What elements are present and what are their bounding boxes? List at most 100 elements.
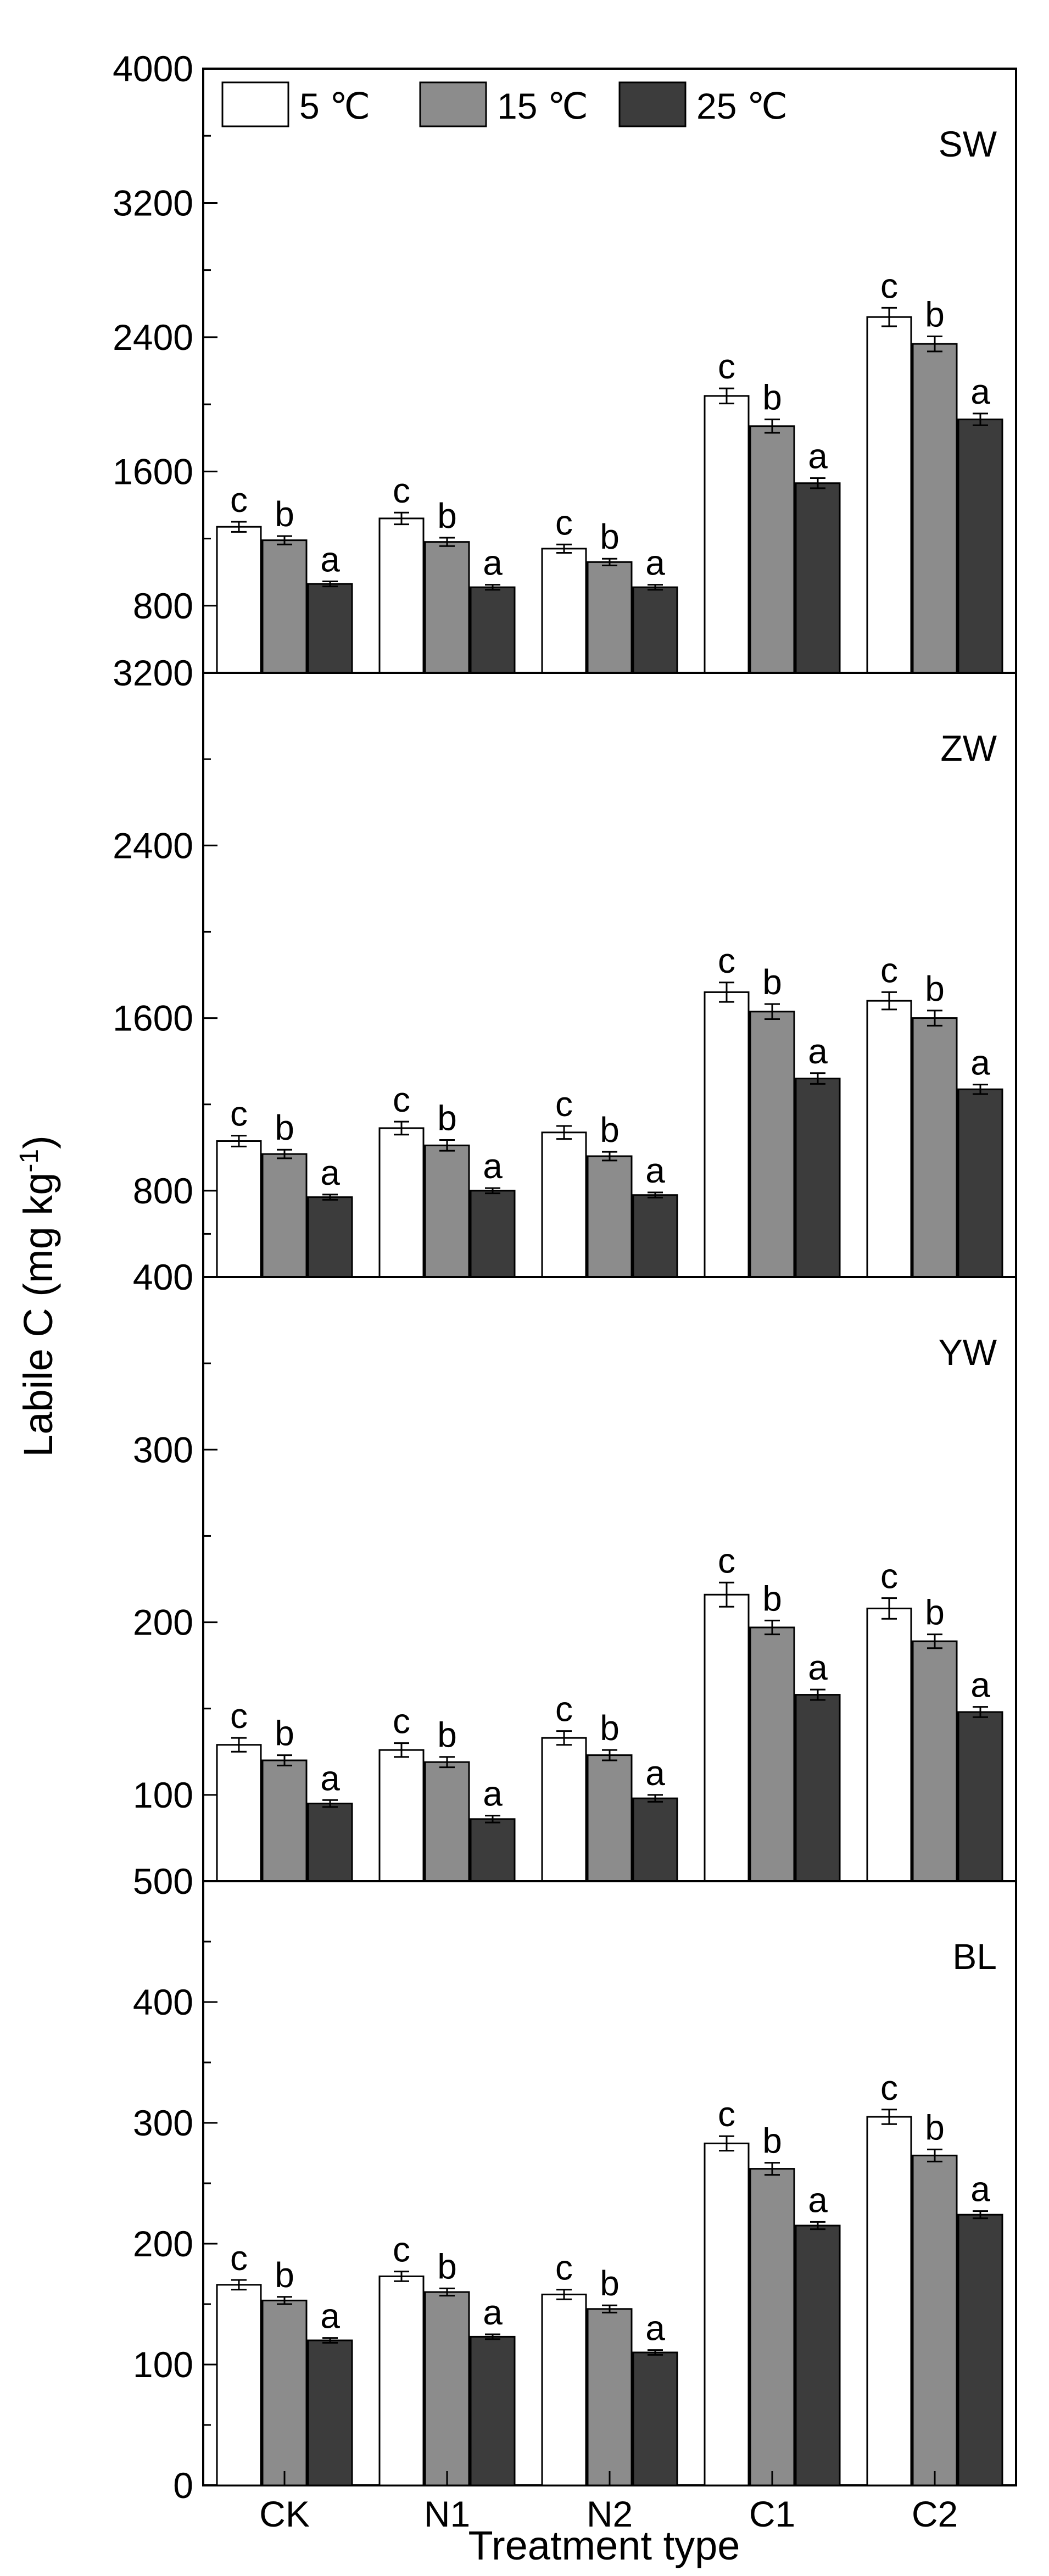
significance-label: b xyxy=(600,1708,620,1748)
y-axis-title: Labile C (mg kg-1) xyxy=(15,1135,62,1457)
bar-sw-n1-s3 xyxy=(470,586,516,674)
bar-sw-ck-s1 xyxy=(216,526,262,674)
x-tick-label: N2 xyxy=(587,2494,633,2534)
significance-label: b xyxy=(600,2263,620,2303)
significance-label: b xyxy=(925,2107,945,2147)
bar-sw-c1-s3 xyxy=(795,482,841,674)
bar-bl-n2-s1 xyxy=(541,2293,587,2486)
bar-sw-c1-s2 xyxy=(749,425,795,674)
bar-yw-n1-s2 xyxy=(424,1761,470,1882)
bar-bl-n1-s2 xyxy=(424,2291,470,2486)
x-tick-label: C1 xyxy=(749,2494,795,2534)
bar-zw-n2-s1 xyxy=(541,1131,587,1278)
bar-sw-ck-s3 xyxy=(307,583,353,674)
bar-yw-n1-s3 xyxy=(470,1818,516,1882)
significance-label: b xyxy=(275,1108,294,1147)
y-tick-label: 400 xyxy=(133,1257,193,1297)
bar-sw-n1-s1 xyxy=(378,517,425,674)
bar-zw-c2-s3 xyxy=(957,1088,1003,1278)
significance-label: a xyxy=(645,1753,665,1793)
significance-label: b xyxy=(275,494,294,534)
panel-label-zw: ZW xyxy=(940,728,997,768)
bar-bl-ck-s3 xyxy=(307,2339,353,2486)
significance-label: b xyxy=(275,1714,294,1753)
x-tick-label: N1 xyxy=(424,2494,470,2534)
y-tick-label: 400 xyxy=(133,1257,193,1297)
y-tick-label: 3200 xyxy=(113,182,193,223)
bar-yw-ck-s1 xyxy=(216,1744,262,1882)
x-axis-title: Treatment type xyxy=(468,2523,740,2568)
bar-bl-n1-s3 xyxy=(470,2335,516,2486)
bar-bl-c1-s3 xyxy=(795,2224,841,2486)
significance-label: c xyxy=(393,1080,410,1119)
y-tick-label: 500 xyxy=(133,1861,193,1902)
significance-label: c xyxy=(393,471,410,510)
bar-zw-c1-s3 xyxy=(795,1078,841,1278)
bar-sw-ck-s2 xyxy=(261,539,308,674)
significance-label: c xyxy=(718,941,735,980)
significance-label: c xyxy=(230,1094,248,1134)
bar-sw-n2-s1 xyxy=(541,548,587,674)
significance-label: c xyxy=(555,1084,573,1124)
significance-label: b xyxy=(600,517,620,556)
bar-sw-c2-s2 xyxy=(912,343,958,674)
significance-label: b xyxy=(762,2121,782,2161)
bar-yw-n2-s1 xyxy=(541,1737,587,1882)
significance-label: a xyxy=(808,1031,828,1071)
significance-label: c xyxy=(230,1696,248,1736)
panel-label-sw: SW xyxy=(939,124,997,164)
significance-label: b xyxy=(437,1715,457,1755)
significance-label: c xyxy=(393,2230,410,2270)
bar-yw-n1-s1 xyxy=(378,1749,425,1882)
significance-label: a xyxy=(320,2296,340,2336)
y-tick-label: 200 xyxy=(133,2223,193,2264)
bar-bl-n2-s3 xyxy=(632,2351,678,2486)
significance-label: a xyxy=(483,1774,503,1814)
bar-yw-c2-s3 xyxy=(957,1711,1003,1882)
significance-label: b xyxy=(925,294,945,334)
legend-label-3: 25 ℃ xyxy=(696,86,788,126)
significance-label: c xyxy=(718,1541,735,1580)
bar-yw-n2-s3 xyxy=(632,1797,678,1882)
bar-bl-c2-s2 xyxy=(912,2154,958,2486)
significance-label: b xyxy=(762,962,782,1002)
significance-label: a xyxy=(808,1648,828,1687)
significance-label: a xyxy=(483,2293,503,2332)
bar-yw-c1-s3 xyxy=(795,1694,841,1882)
bar-zw-ck-s3 xyxy=(307,1196,353,1278)
bar-sw-n1-s2 xyxy=(424,541,470,674)
y-tick-label: 200 xyxy=(133,1602,193,1643)
significance-label: c xyxy=(555,1690,573,1729)
significance-label: b xyxy=(925,969,945,1008)
y-tick-label: 1600 xyxy=(113,998,193,1039)
bar-bl-c2-s3 xyxy=(957,2213,1003,2486)
legend-label-1: 5 ℃ xyxy=(299,86,370,126)
bar-zw-c1-s1 xyxy=(704,991,750,1278)
bar-sw-c2-s3 xyxy=(957,419,1003,674)
significance-label: a xyxy=(808,2180,828,2220)
significance-label: b xyxy=(437,2246,457,2286)
significance-label: c xyxy=(555,503,573,542)
significance-label: c xyxy=(880,950,898,990)
y-tick-label: 2400 xyxy=(113,825,193,866)
y-tick-label: 0 xyxy=(173,2465,193,2506)
significance-label: b xyxy=(437,1099,457,1138)
bar-zw-n1-s1 xyxy=(378,1127,425,1278)
bar-bl-n1-s1 xyxy=(378,2275,425,2486)
bar-zw-n1-s2 xyxy=(424,1144,470,1278)
bar-sw-c2-s1 xyxy=(866,316,912,674)
y-tick-label: 3200 xyxy=(113,653,193,693)
y-tick-label: 400 xyxy=(133,1982,193,2022)
significance-label: c xyxy=(230,480,248,520)
significance-label: b xyxy=(437,496,457,536)
significance-label: c xyxy=(393,1702,410,1741)
panel-label-yw: YW xyxy=(939,1332,997,1373)
bar-yw-c1-s1 xyxy=(704,1593,750,1882)
bar-zw-ck-s2 xyxy=(261,1153,308,1278)
bar-zw-c2-s1 xyxy=(866,1000,912,1278)
bar-yw-c2-s1 xyxy=(866,1607,912,1882)
bar-zw-n1-s3 xyxy=(470,1190,516,1278)
